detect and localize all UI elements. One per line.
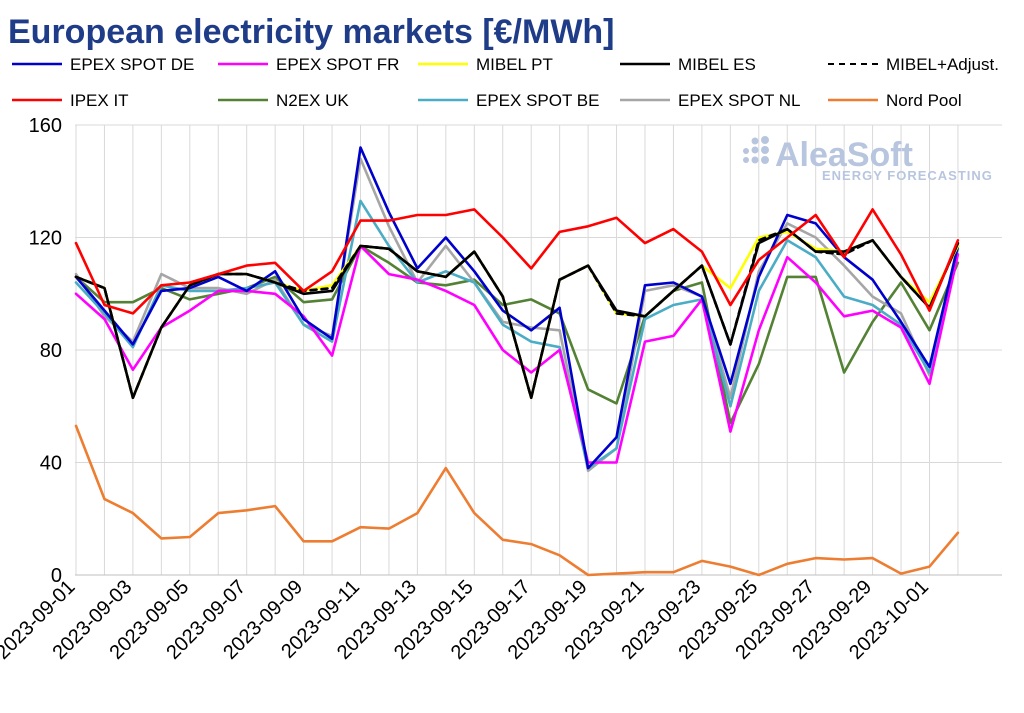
series-line-mibel-es — [74, 227, 960, 400]
legend-label: EPEX SPOT BE — [476, 91, 599, 110]
series-line-epex-spot-de — [74, 146, 960, 470]
y-tick-label: 120 — [29, 228, 62, 250]
series-line-nord-pool — [74, 424, 960, 577]
legend-label: EPEX SPOT NL — [678, 91, 801, 110]
legend-label: Nord Pool — [886, 91, 962, 110]
legend-label: EPEX SPOT DE — [70, 55, 194, 74]
series-line-ipex-it — [74, 208, 960, 315]
legend-label: IPEX IT — [70, 91, 129, 110]
legend-label: EPEX SPOT FR — [276, 55, 399, 74]
legend-label: N2EX UK — [276, 91, 349, 110]
legend-label: MIBEL+Adjust. — [886, 55, 999, 74]
chart-title: European electricity markets [€/MWh] — [8, 13, 615, 51]
series-layer — [74, 146, 960, 577]
legend-item: EPEX SPOT DE — [12, 55, 194, 74]
legend-item: IPEX IT — [12, 91, 129, 110]
y-tick-label: 0 — [51, 565, 62, 587]
legend-item: Nord Pool — [828, 91, 962, 110]
series-line-epex-spot-fr — [74, 244, 960, 464]
logo-tagline: ENERGY FORECASTING — [822, 168, 993, 183]
watermark-logo: AleaSoft ENERGY FORECASTING — [743, 136, 993, 183]
legend-label: MIBEL PT — [476, 55, 553, 74]
legend-label: MIBEL ES — [678, 55, 756, 74]
gridlines — [75, 124, 1002, 576]
series-line-mibel-pt — [74, 230, 960, 400]
logo-name: AleaSoft — [775, 136, 913, 174]
y-tick-label: 160 — [29, 115, 62, 137]
y-axis-ticks: 0 40 80 120 160 — [29, 115, 62, 587]
legend-item: MIBEL+Adjust. — [828, 55, 999, 74]
y-tick-label: 40 — [40, 453, 62, 475]
logo-dots-icon — [743, 136, 769, 164]
y-tick-label: 80 — [40, 340, 62, 362]
legend-item: MIBEL ES — [620, 55, 756, 74]
x-axis-ticks: 2023-09-012023-09-032023-09-052023-09-07… — [0, 576, 933, 664]
legend-item: MIBEL PT — [418, 55, 553, 74]
series-line-epex-spot-nl — [74, 157, 960, 473]
legend-item: EPEX SPOT NL — [620, 91, 801, 110]
legend-item: EPEX SPOT FR — [218, 55, 399, 74]
legend-item: EPEX SPOT BE — [418, 91, 599, 110]
legend: EPEX SPOT DE EPEX SPOT FR MIBEL PT MIBEL ES… — [12, 55, 999, 110]
series-line-epex-spot-be — [74, 199, 960, 470]
legend-item: N2EX UK — [218, 91, 349, 110]
